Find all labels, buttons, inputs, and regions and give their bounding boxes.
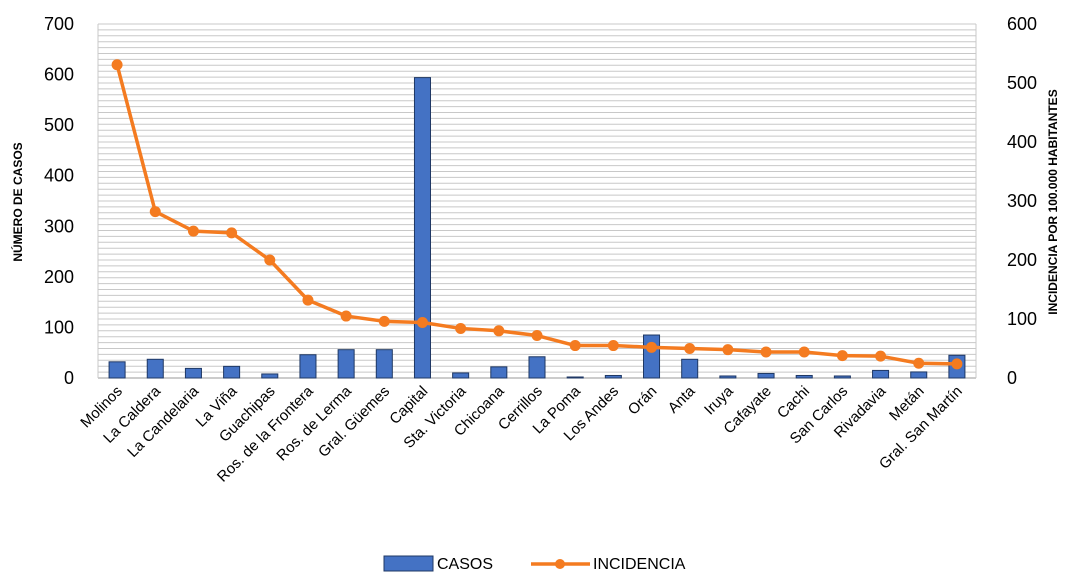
bar-casos [261,373,279,379]
legend-label-incidencia: INCIDENCIA [593,556,686,573]
legend-swatch-casos [383,555,434,572]
bar-casos [452,372,470,379]
x-tick-label: Anta [665,382,699,416]
point-incidencia [722,344,734,356]
y-tick-label: 400 [44,166,74,186]
y-tick-label: 600 [44,65,74,85]
legend: CASOS INCIDENCIA [383,555,686,573]
y2-axis-title: INCIDENCIA POR 100.000 HABITANTES [1046,89,1060,314]
bar-casos [604,374,622,379]
point-incidencia [302,294,314,306]
y-tick-label: 0 [64,368,74,388]
point-incidencia [493,325,505,337]
point-incidencia [607,340,619,352]
bar-casos [643,334,661,379]
point-incidencia [149,206,161,218]
point-incidencia [111,59,123,71]
point-incidencia [226,227,238,239]
point-incidencia [684,343,696,354]
y-tick-label: 300 [44,216,74,236]
point-incidencia [798,346,810,358]
bar-casos [719,375,737,379]
point-incidencia [531,330,543,342]
bar-casos [490,366,508,379]
point-incidencia [760,346,772,358]
right-axis-ticks: 0 100 200 300 400 500 600 [1007,14,1037,388]
point-incidencia [264,254,276,266]
y-axis-title: NÚMERO DE CASOS [10,142,25,261]
point-incidencia [416,317,428,329]
bar-casos [833,375,851,379]
bar-casos [413,77,431,379]
x-tick-label: Orán [625,383,661,419]
point-incidencia [455,322,467,334]
left-axis-ticks: 0 100 200 300 400 500 600 700 [44,14,74,388]
bar-casos [108,361,126,379]
y-tick-label: 700 [44,14,74,34]
y-tick-label: 200 [44,267,74,287]
point-incidencia [951,358,963,370]
bar-casos [528,356,546,379]
bar-casos [375,349,393,379]
bar-casos [910,371,928,379]
bar-casos [146,358,164,379]
y-tick-label: 500 [44,115,74,135]
point-incidencia [378,315,390,327]
bar-casos [681,358,699,379]
bar-casos [757,372,775,379]
bar-casos [184,367,202,379]
point-incidencia [836,350,848,362]
bar-casos [299,354,317,379]
bar-casos [337,349,355,379]
point-incidencia [187,225,199,237]
y2-tick-label: 600 [1007,14,1037,34]
y2-tick-label: 400 [1007,132,1037,152]
y2-tick-label: 300 [1007,191,1037,211]
point-incidencia [569,340,581,352]
bar-casos [795,374,813,379]
y2-tick-label: 0 [1007,368,1017,388]
y2-tick-label: 200 [1007,250,1037,270]
bar-casos [872,369,890,379]
y-tick-label: 100 [44,317,74,337]
y2-tick-label: 500 [1007,73,1037,93]
point-incidencia [913,357,925,369]
line-incidencia [111,59,963,370]
y2-tick-label: 100 [1007,309,1037,329]
legend-label-casos: CASOS [437,556,493,573]
point-incidencia [875,350,887,362]
bar-casos [223,365,241,379]
bar-casos [566,376,584,379]
gridlines [97,23,977,379]
legend-marker-incidencia [555,559,565,569]
point-incidencia [646,341,658,353]
point-incidencia [340,310,352,322]
